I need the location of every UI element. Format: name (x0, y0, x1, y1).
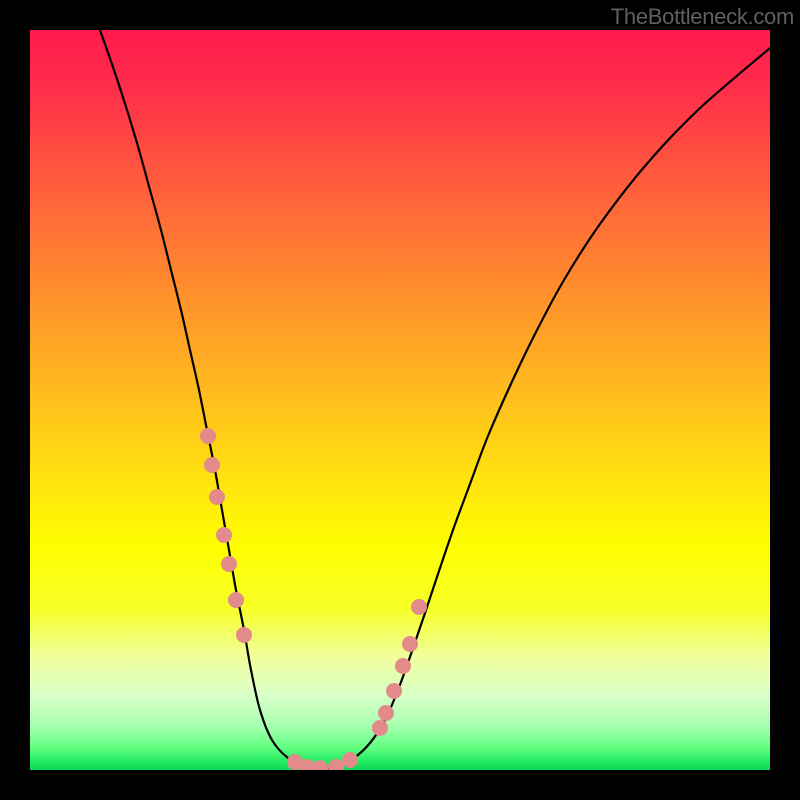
curve-marker (204, 457, 220, 473)
curve-marker (395, 658, 411, 674)
curve-marker (209, 489, 225, 505)
curve-marker (386, 683, 402, 699)
curve-marker (342, 752, 358, 768)
curve-marker (228, 592, 244, 608)
curve-marker (200, 428, 216, 444)
watermark-text: TheBottleneck.com (611, 4, 794, 30)
curve-marker (216, 527, 232, 543)
curve-marker (372, 720, 388, 736)
gradient-curve-chart (30, 30, 770, 770)
curve-marker (221, 556, 237, 572)
curve-marker (236, 627, 252, 643)
curve-marker (402, 636, 418, 652)
plot-area (30, 30, 770, 770)
curve-marker (378, 705, 394, 721)
curve-marker (411, 599, 427, 615)
